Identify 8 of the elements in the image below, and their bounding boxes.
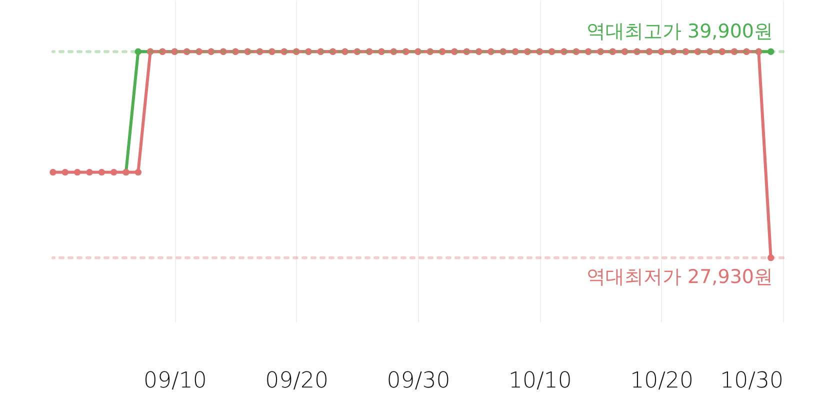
x-tick-label: 09/10 [143,368,207,394]
x-tick-label: 10/30 [720,368,784,394]
x-tick-label: 09/30 [386,368,450,394]
x-tick-label: 10/20 [630,368,694,394]
ref-line-label: 역대최고가 39,900원 [586,20,773,43]
x-tick-label: 09/20 [265,368,329,394]
x-tick-label: 10/10 [508,368,572,394]
ref-line-label: 역대최저가 27,930원 [586,266,773,288]
